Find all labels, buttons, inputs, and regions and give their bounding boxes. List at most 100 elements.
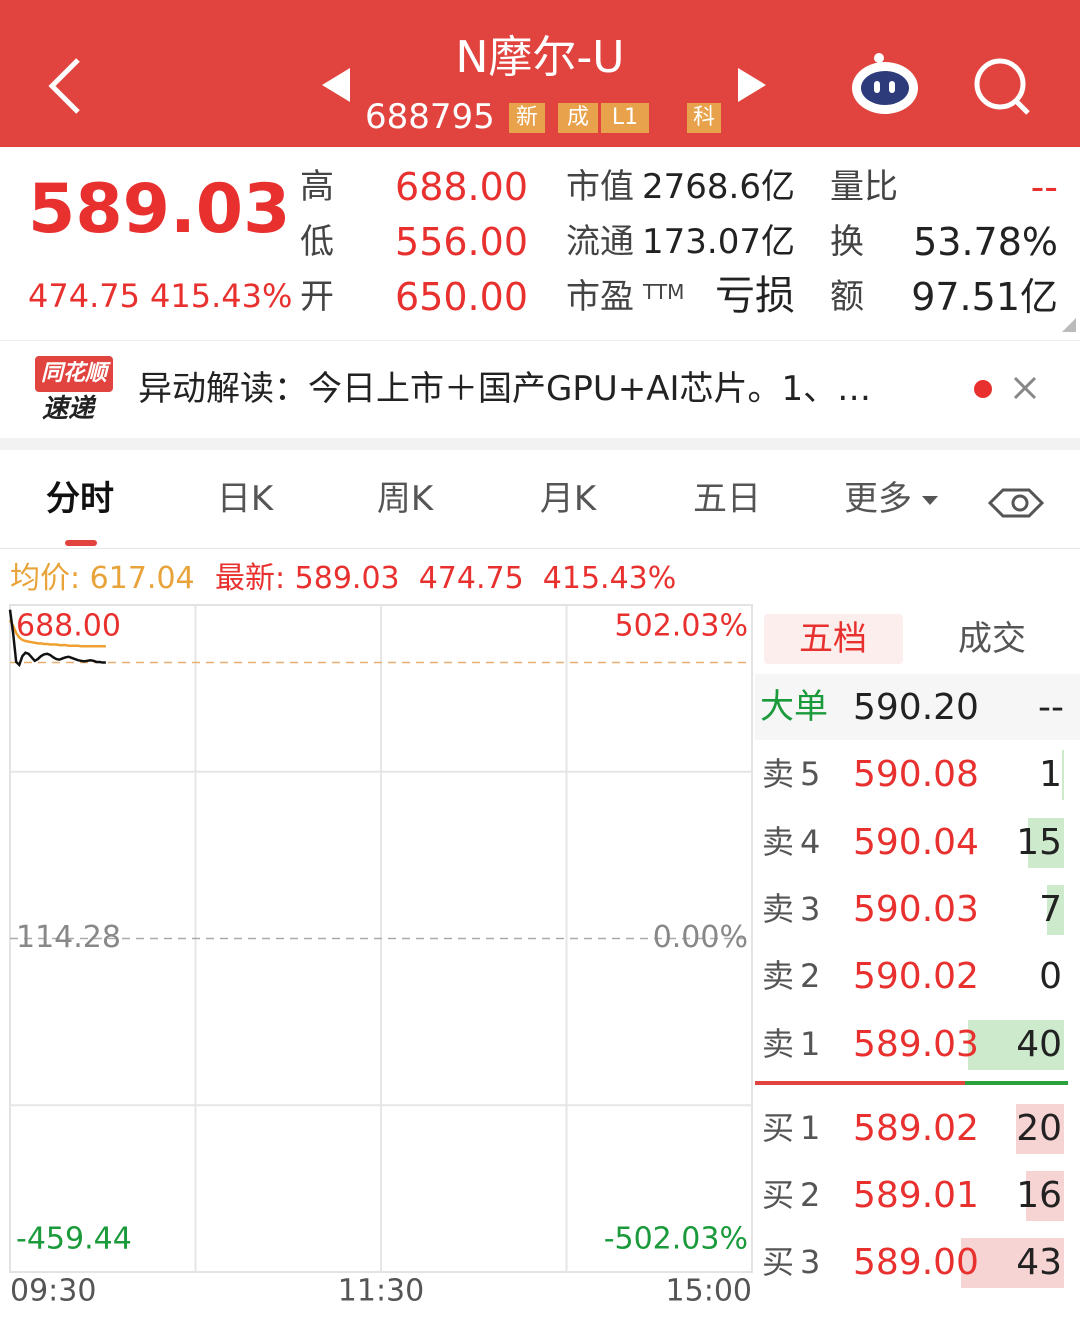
next-stock[interactable] bbox=[738, 68, 766, 102]
extra-value: 53.78% bbox=[913, 220, 1058, 264]
level-price: 590.02 bbox=[853, 956, 979, 997]
news-brand: 速递 bbox=[42, 394, 95, 424]
latest-price: 589.03 bbox=[294, 561, 400, 596]
stock-name: N摩尔-U bbox=[455, 32, 625, 83]
tab-icons bbox=[922, 488, 1045, 518]
latest-pct: 415.43% bbox=[542, 561, 677, 596]
book-tab-bg bbox=[764, 614, 903, 664]
stat-value: 688.00 bbox=[395, 165, 528, 209]
avg-label: 均价: bbox=[10, 561, 81, 596]
latest-change: 474.75 bbox=[418, 561, 524, 596]
metric-sup: TTM bbox=[643, 280, 685, 304]
stat-label: 高 bbox=[300, 167, 334, 207]
metric-label: 流通 bbox=[566, 222, 634, 262]
level-price: 590.03 bbox=[853, 889, 979, 930]
y-tick-label: 688.00 bbox=[16, 609, 121, 644]
stock-code: 688795 bbox=[365, 97, 495, 137]
news-text[interactable]: 异动解读：今日上市＋国产GPU+AI芯片。1、… bbox=[138, 369, 872, 409]
level-price: 589.00 bbox=[853, 1242, 979, 1283]
level-label: 卖2 bbox=[762, 957, 827, 995]
back-button[interactable] bbox=[48, 58, 80, 114]
volume-bar bbox=[1016, 1104, 1064, 1154]
tab[interactable]: 五日 bbox=[693, 479, 761, 519]
level-volume: 20 bbox=[1016, 1108, 1062, 1149]
extra-label: 量比 bbox=[830, 167, 898, 207]
volume-bar bbox=[1061, 750, 1064, 800]
level-volume: 15 bbox=[1016, 822, 1062, 863]
stat-value: 556.00 bbox=[395, 220, 528, 264]
tag: 成 bbox=[558, 103, 598, 133]
search-button[interactable] bbox=[974, 58, 1030, 115]
metric-value: 173.07亿 bbox=[642, 222, 795, 262]
tab[interactable]: 月K bbox=[539, 479, 597, 519]
stat-label: 低 bbox=[300, 222, 334, 262]
level-price: 589.03 bbox=[853, 1024, 979, 1065]
tab[interactable]: 周K bbox=[376, 479, 434, 519]
tab[interactable]: 更多 bbox=[844, 479, 912, 519]
level-volume: 1 bbox=[1039, 754, 1062, 795]
prev-stock[interactable] bbox=[322, 68, 350, 102]
tab[interactable]: 日K bbox=[216, 479, 274, 519]
price-line bbox=[8, 609, 106, 668]
settings-button[interactable] bbox=[987, 488, 1045, 518]
big-label: 大单 bbox=[760, 687, 828, 727]
latest-summary: 最新: 589.03 474.75 415.43% bbox=[215, 564, 676, 594]
stat-label: 开 bbox=[300, 277, 334, 317]
volume-bar bbox=[960, 1238, 1064, 1288]
header-icons bbox=[48, 53, 1030, 115]
extra-value: 97.51亿 bbox=[911, 275, 1058, 319]
avg-line bbox=[8, 619, 106, 648]
news-brand: 同花顺 bbox=[35, 356, 113, 392]
level-volume: 16 bbox=[1016, 1175, 1062, 1216]
change: 474.75 bbox=[28, 277, 140, 315]
tag: 科 bbox=[687, 103, 721, 133]
big-price: 590.20 bbox=[853, 687, 979, 728]
y2-tick-label: -502.03% bbox=[604, 1222, 748, 1257]
level-volume: 43 bbox=[1016, 1242, 1062, 1283]
y2-tick-label: 502.03% bbox=[615, 609, 748, 644]
close-button[interactable] bbox=[1013, 376, 1037, 400]
book-tab[interactable]: 成交 bbox=[958, 619, 1026, 659]
volume-bar bbox=[1047, 885, 1064, 935]
level-price: 589.01 bbox=[853, 1175, 979, 1216]
big-row-bg bbox=[755, 674, 1080, 740]
level-label: 卖1 bbox=[762, 1025, 827, 1063]
metric-label: 市盈 bbox=[566, 277, 634, 317]
y-tick-label: 114.28 bbox=[16, 920, 121, 955]
volume-bar bbox=[1025, 1171, 1064, 1221]
level-volume: 40 bbox=[1016, 1024, 1062, 1065]
extra-label: 额 bbox=[830, 277, 864, 317]
level-label: 卖4 bbox=[762, 823, 827, 861]
more-arrow[interactable] bbox=[922, 496, 938, 505]
section-gap bbox=[0, 438, 1080, 450]
book-tab[interactable]: 五档 bbox=[799, 619, 867, 659]
price: 589.03 bbox=[28, 170, 291, 249]
level-volume: 7 bbox=[1039, 889, 1062, 930]
level-label: 卖3 bbox=[762, 890, 827, 928]
ask-bid-divider bbox=[755, 1081, 965, 1085]
assistant-robot[interactable] bbox=[852, 53, 918, 114]
metric-value: 2768.6亿 bbox=[642, 167, 795, 207]
level-label: 买1 bbox=[762, 1109, 827, 1147]
news-controls bbox=[974, 376, 1037, 400]
stat-value: 650.00 bbox=[395, 275, 528, 319]
level-price: 590.04 bbox=[853, 822, 979, 863]
corner-mark bbox=[1062, 318, 1076, 332]
tab-indicator bbox=[65, 540, 97, 546]
metric-label: 市值 bbox=[566, 167, 634, 207]
tag: L1 bbox=[601, 103, 649, 133]
level-label: 卖5 bbox=[762, 755, 827, 793]
y-tick-label: -459.44 bbox=[16, 1222, 132, 1257]
level-label: 买2 bbox=[762, 1176, 827, 1214]
tag: 新 bbox=[509, 103, 545, 133]
level-price: 589.02 bbox=[853, 1108, 979, 1149]
y2-tick-label: 0.00% bbox=[653, 920, 748, 955]
ask-bid-divider bbox=[965, 1081, 1068, 1085]
volume-bar bbox=[1028, 818, 1064, 868]
tab[interactable]: 分时 bbox=[46, 479, 114, 519]
big-volume: -- bbox=[1038, 687, 1064, 728]
volume-bar bbox=[968, 1020, 1064, 1070]
time-label: 09:30 bbox=[10, 1274, 96, 1309]
level-volume: 0 bbox=[1039, 956, 1062, 997]
